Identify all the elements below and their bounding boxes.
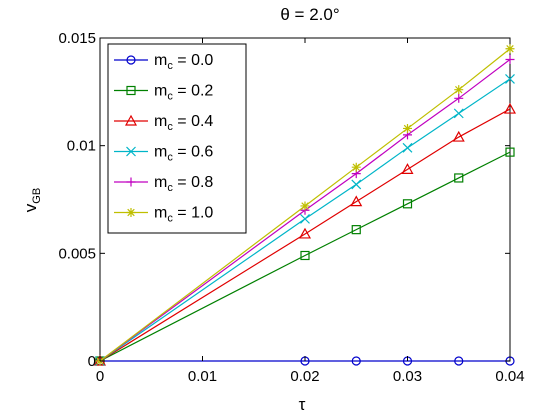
legend-entry: mc = 0.2 bbox=[114, 83, 213, 103]
legend-swatch-marker bbox=[126, 85, 136, 96]
y-tick-label: 0.015 bbox=[58, 30, 96, 47]
legend-entry: mc = 0.6 bbox=[114, 144, 213, 164]
data-point bbox=[351, 225, 361, 235]
legend-label-main: m bbox=[154, 83, 167, 100]
data-point bbox=[454, 85, 464, 95]
data-point bbox=[300, 201, 310, 211]
series-layer bbox=[93, 44, 517, 366]
legend-label-main: m bbox=[154, 144, 167, 161]
x-tick-label: 0 bbox=[96, 368, 104, 385]
legend-label: mc = 1.0 bbox=[154, 205, 213, 225]
legend-swatch-marker bbox=[124, 114, 138, 126]
legend-label: mc = 0.8 bbox=[154, 174, 213, 194]
y-axis-title-sub: GB bbox=[31, 188, 43, 204]
legend-label-value: = 0.0 bbox=[173, 52, 214, 69]
legend-label-sub: c bbox=[167, 213, 173, 225]
legend-label-value: = 0.2 bbox=[173, 83, 214, 100]
legend-swatch-marker bbox=[126, 208, 136, 217]
legend-entry: mc = 0.8 bbox=[114, 174, 213, 194]
series-line bbox=[99, 108, 511, 362]
data-point bbox=[505, 44, 515, 54]
data-point bbox=[503, 102, 517, 114]
data-point bbox=[298, 227, 312, 239]
legend-label: mc = 0.0 bbox=[154, 52, 213, 72]
y-tick-label: 0.005 bbox=[58, 245, 96, 262]
y-tick-label: 0.01 bbox=[67, 138, 96, 155]
data-point bbox=[452, 130, 465, 142]
data-point bbox=[505, 73, 515, 84]
y-axis-title: vGB bbox=[21, 188, 43, 212]
y-tick-label: 0 bbox=[88, 353, 96, 370]
legend-label-value: = 0.6 bbox=[173, 144, 214, 161]
legend-label-main: m bbox=[154, 113, 167, 130]
legend-label-value: = 0.4 bbox=[173, 113, 214, 130]
chart-title: θ = 2.0° bbox=[280, 5, 339, 24]
x-tick-label: 0.01 bbox=[188, 368, 217, 385]
data-point bbox=[454, 173, 464, 183]
series-line bbox=[99, 151, 511, 362]
data-point bbox=[351, 162, 361, 172]
data-point bbox=[505, 147, 515, 157]
legend-label-main: m bbox=[154, 52, 167, 69]
series-0 bbox=[95, 356, 515, 366]
data-point bbox=[453, 108, 464, 119]
x-axis-title: τ bbox=[299, 395, 306, 414]
legend-label-sub: c bbox=[167, 152, 173, 164]
legend-entry: mc = 0.0 bbox=[114, 52, 213, 72]
legend-swatch-marker bbox=[126, 146, 136, 157]
legend-label-sub: c bbox=[167, 60, 173, 72]
legend-box bbox=[107, 43, 247, 234]
x-tick-label: 0.03 bbox=[393, 368, 422, 385]
legend-label-value: = 0.8 bbox=[173, 174, 214, 191]
legend-swatch-marker bbox=[126, 177, 136, 187]
legend-label: mc = 0.6 bbox=[154, 144, 213, 164]
legend-label: mc = 0.4 bbox=[154, 113, 213, 133]
data-point bbox=[403, 123, 412, 133]
data-point bbox=[505, 55, 515, 65]
legend-entry: mc = 1.0 bbox=[114, 205, 213, 225]
legend-label-main: m bbox=[154, 205, 167, 222]
legend: mc = 0.0mc = 0.2mc = 0.4mc = 0.6mc = 0.8… bbox=[107, 43, 247, 234]
data-point bbox=[300, 213, 310, 224]
legend-label-sub: c bbox=[167, 121, 173, 133]
legend-label-sub: c bbox=[167, 91, 173, 103]
y-axis-title-main: v bbox=[21, 203, 40, 212]
legend-label-main: m bbox=[154, 174, 167, 191]
legend-label-value: = 1.0 bbox=[173, 205, 214, 222]
data-point bbox=[351, 179, 362, 190]
data-point bbox=[401, 163, 414, 174]
legend-label-sub: c bbox=[167, 182, 173, 194]
series-line bbox=[99, 59, 511, 362]
series-line bbox=[99, 78, 511, 362]
data-point bbox=[300, 250, 310, 261]
data-point bbox=[454, 93, 464, 103]
data-point bbox=[402, 142, 413, 153]
data-point bbox=[351, 356, 361, 366]
data-point bbox=[350, 195, 363, 207]
data-point bbox=[402, 199, 413, 209]
data-point bbox=[454, 356, 464, 366]
x-tick-label: 0.04 bbox=[495, 368, 524, 385]
x-tick-label: 0.02 bbox=[290, 368, 319, 385]
legend-entry: mc = 0.4 bbox=[114, 113, 213, 133]
legend-label: mc = 0.2 bbox=[154, 83, 213, 103]
ticks-layer: 0 0.01 0.02 0.03 0.04 0 0.005 0.01 0.015 bbox=[58, 30, 524, 385]
legend-swatch-marker bbox=[126, 55, 136, 65]
series-line bbox=[99, 48, 511, 362]
